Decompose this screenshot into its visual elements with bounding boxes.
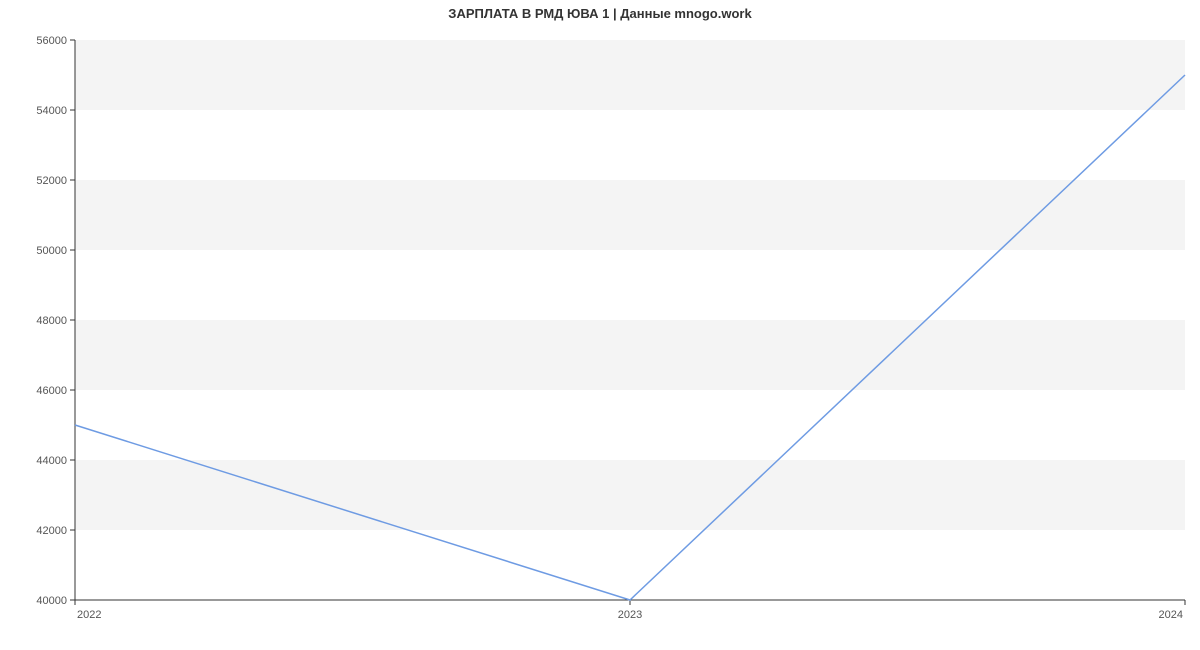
svg-text:50000: 50000 <box>36 245 67 257</box>
svg-text:2022: 2022 <box>77 609 101 621</box>
salary-line-chart: ЗАРПЛАТА В РМД ЮВА 1 | Данные mnogo.work… <box>0 0 1200 650</box>
svg-text:52000: 52000 <box>36 175 67 187</box>
svg-text:48000: 48000 <box>36 315 67 327</box>
chart-svg: 40000 42000 44000 46000 48000 50000 52000 54000… <box>0 0 1200 650</box>
svg-text:46000: 46000 <box>36 385 67 397</box>
svg-text:44000: 44000 <box>36 455 67 467</box>
svg-text:2023: 2023 <box>618 609 642 621</box>
svg-text:40000: 40000 <box>36 595 67 607</box>
svg-text:42000: 42000 <box>36 525 67 537</box>
svg-text:56000: 56000 <box>36 35 67 47</box>
svg-text:54000: 54000 <box>36 105 67 117</box>
svg-text:2024: 2024 <box>1159 609 1183 621</box>
